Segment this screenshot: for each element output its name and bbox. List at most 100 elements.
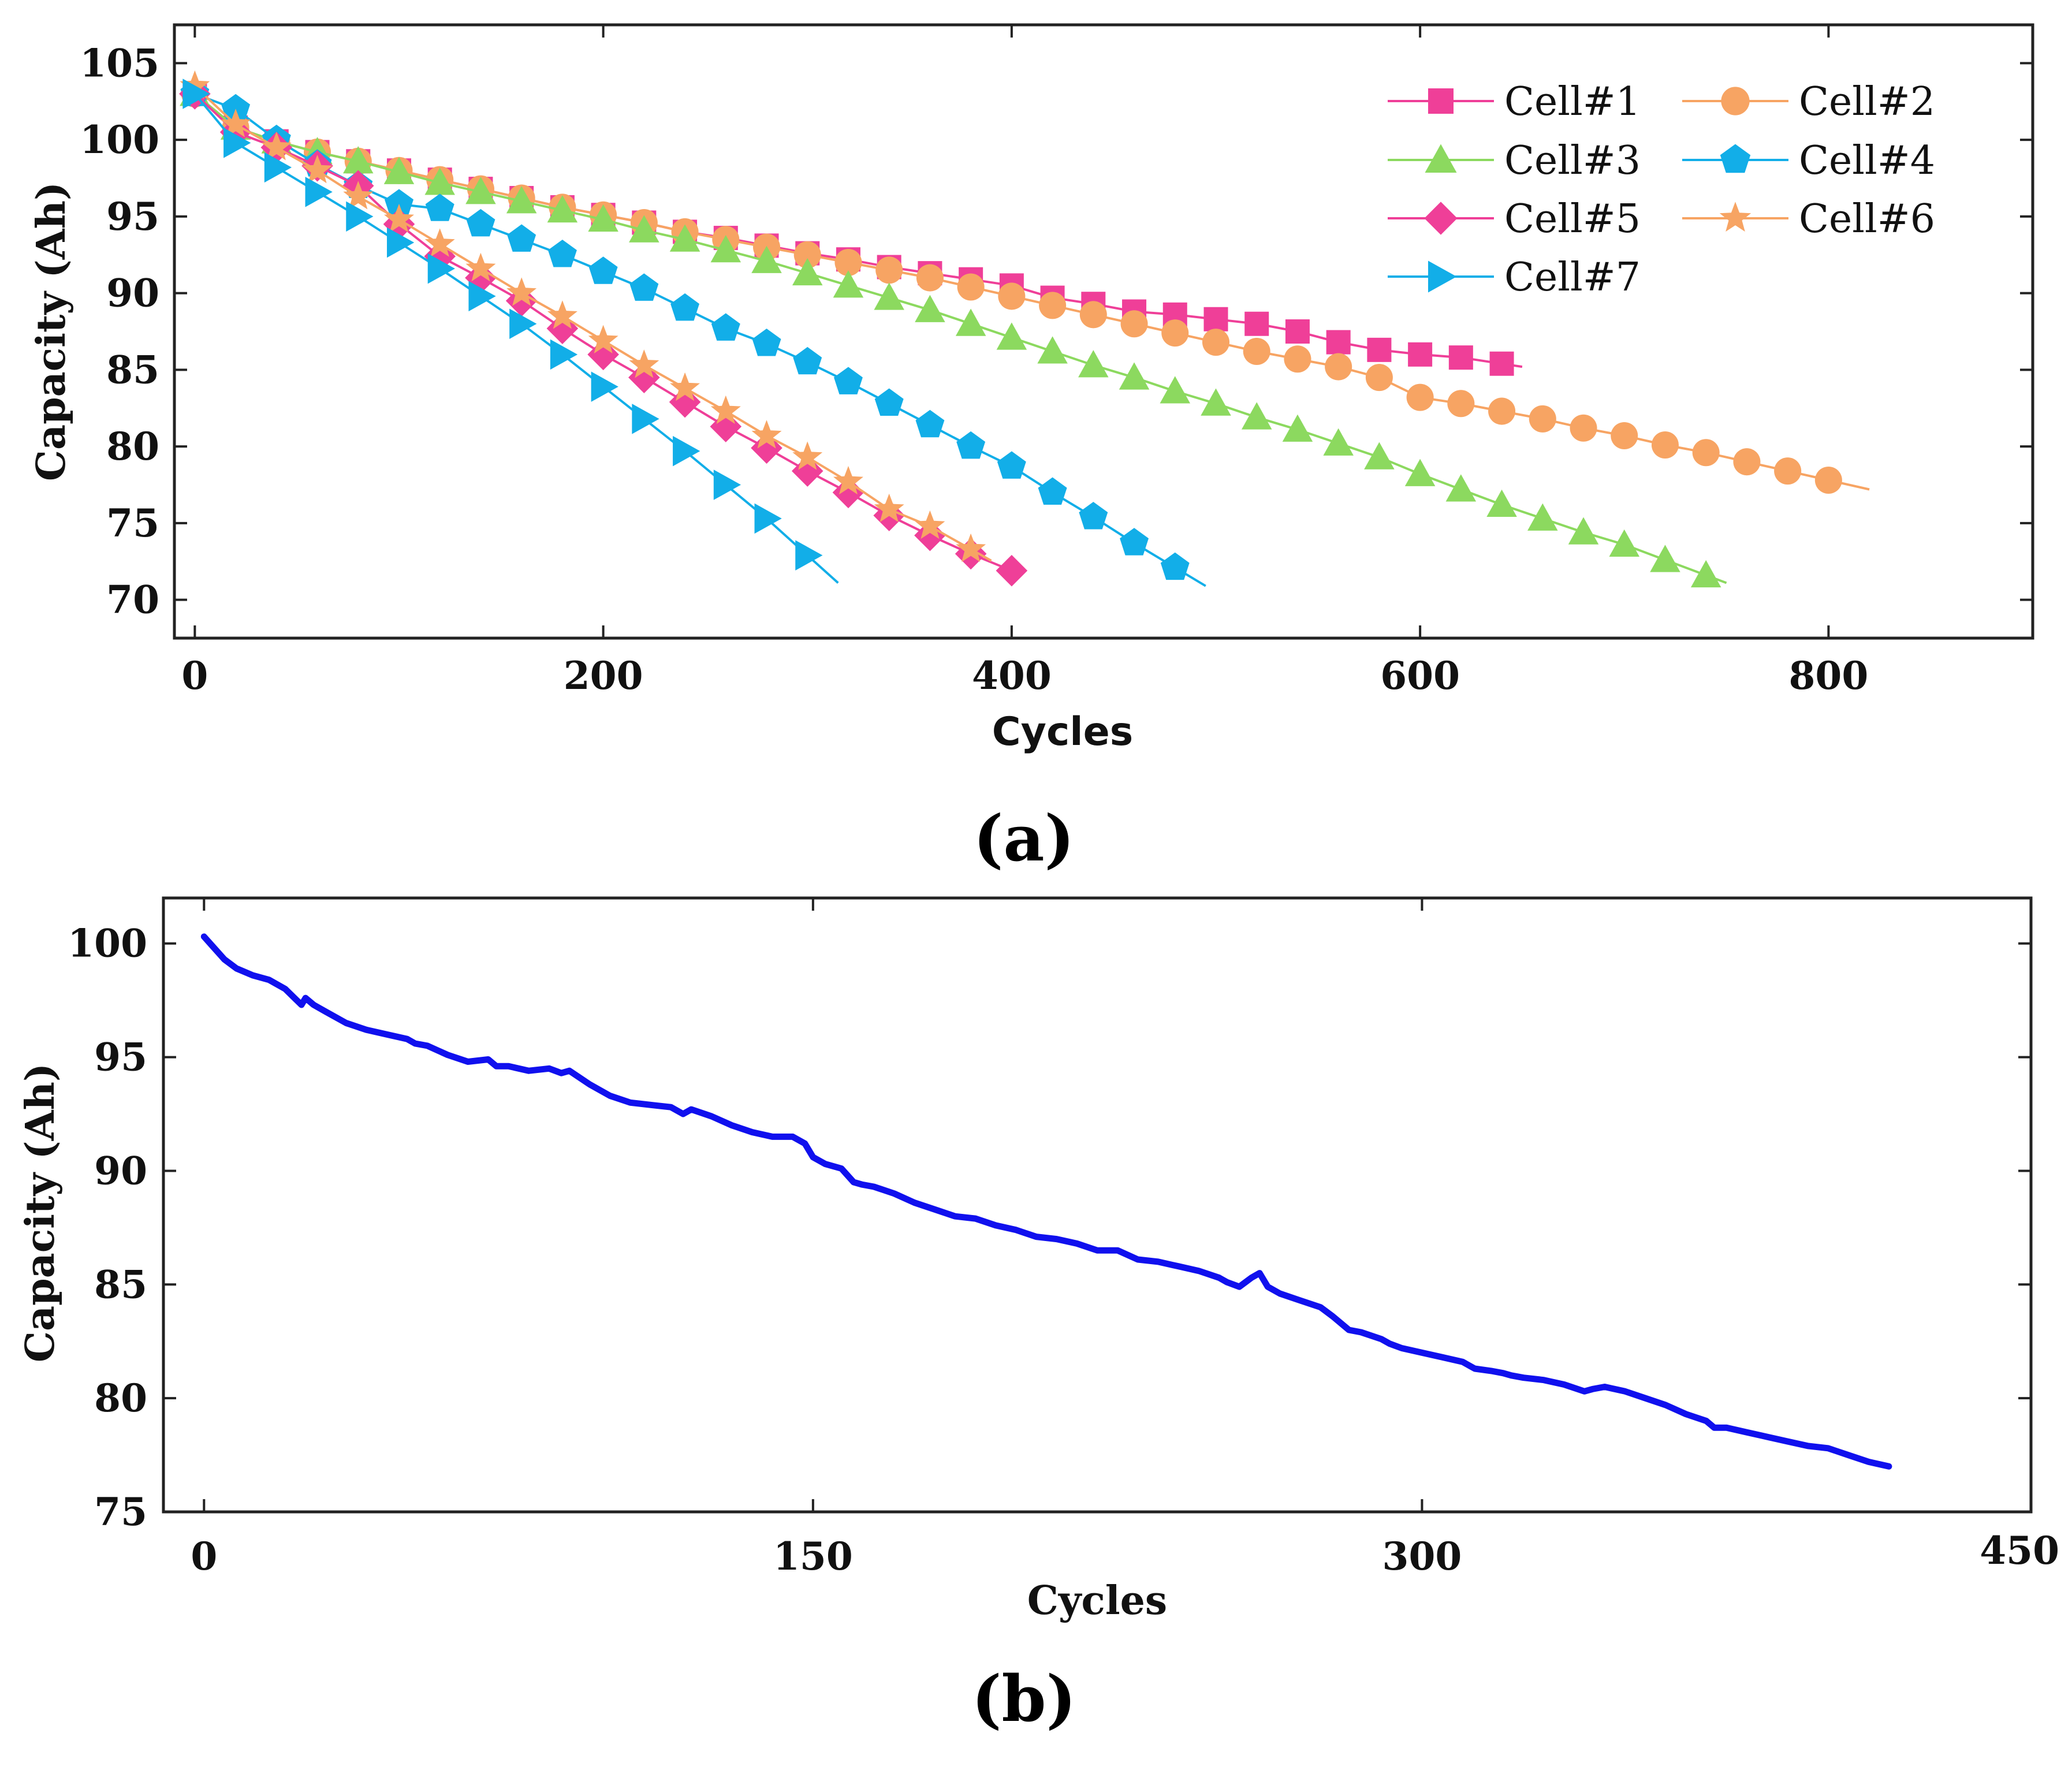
data-point — [547, 195, 578, 223]
data-point — [465, 252, 496, 282]
data-point — [914, 519, 946, 552]
data-point — [264, 152, 292, 183]
legend-marker — [1424, 202, 1458, 235]
data-point — [834, 249, 862, 277]
data-point — [1201, 388, 1231, 416]
data-point — [1447, 390, 1475, 418]
data-point — [997, 451, 1026, 479]
legend-label: Cell#5 — [1504, 196, 1641, 242]
data-point — [1650, 545, 1680, 572]
data-point — [1284, 345, 1311, 373]
data-point — [792, 258, 823, 286]
data-point — [506, 277, 537, 306]
legend-item: Cell#6 — [1682, 196, 1935, 242]
data-point — [629, 273, 659, 301]
data-point — [1611, 422, 1638, 450]
data-point — [1282, 414, 1313, 442]
data-point — [832, 476, 864, 509]
data-point — [588, 325, 618, 353]
data-point — [916, 264, 944, 292]
data-point — [1364, 442, 1395, 469]
data-point — [385, 189, 413, 217]
data-point — [1325, 353, 1352, 381]
capacity-line — [200, 933, 1892, 1470]
data-point — [1448, 345, 1473, 370]
data-point — [507, 224, 536, 252]
data-point — [710, 235, 741, 263]
y-tick-label: 90 — [94, 1148, 147, 1193]
panel-b-plot-frame — [162, 896, 2033, 1514]
data-point — [673, 435, 700, 467]
data-point — [792, 441, 823, 470]
data-point — [669, 224, 700, 252]
data-point — [509, 308, 537, 339]
panel-b-ticks: 0 150 300 450 75 80 85 90 95 100 — [68, 898, 2059, 1579]
data-point — [793, 241, 821, 269]
data-point — [1160, 552, 1190, 580]
legend-label: Cell#3 — [1504, 138, 1641, 184]
data-point — [180, 70, 210, 99]
x-tick-label: 450 — [1980, 1528, 2059, 1573]
data-point — [710, 411, 742, 442]
data-point — [424, 228, 455, 257]
data-point — [1406, 383, 1434, 411]
data-point — [1486, 489, 1517, 517]
data-point — [1529, 405, 1556, 433]
data-point — [752, 329, 781, 356]
y-tick-label: 90 — [106, 271, 159, 316]
legend-label: Cell#2 — [1799, 79, 1935, 125]
panel-a-label: (a) — [973, 801, 1074, 875]
data-point — [996, 554, 1028, 587]
y-tick-label: 100 — [80, 117, 159, 162]
data-point — [874, 493, 904, 523]
data-point — [793, 346, 822, 375]
data-point — [915, 409, 945, 438]
y-tick-label: 70 — [106, 577, 159, 623]
y-tick-label: 80 — [94, 1376, 147, 1421]
data-point — [874, 282, 904, 310]
data-point — [384, 203, 414, 233]
data-point — [915, 510, 945, 539]
data-point — [711, 313, 740, 341]
series-cell7 — [182, 79, 839, 584]
data-point — [1404, 459, 1436, 486]
legend-marker — [1425, 144, 1457, 173]
y-tick-label: 85 — [94, 1262, 147, 1307]
legend-label: Cell#7 — [1504, 255, 1641, 300]
data-point — [1488, 397, 1516, 425]
data-point — [1039, 292, 1067, 319]
y-tick-label: 95 — [94, 1035, 147, 1080]
panel-a-plot-frame — [173, 23, 2034, 640]
panel-a-series — [179, 70, 1870, 588]
data-point — [1161, 319, 1189, 347]
panel-a-ylabel: Capacity (Ah) — [28, 182, 74, 481]
data-point — [1202, 329, 1230, 356]
data-point — [670, 293, 699, 321]
x-tick-label: 150 — [773, 1534, 853, 1579]
x-tick-label: 0 — [191, 1534, 217, 1579]
data-point — [1037, 336, 1068, 364]
data-point — [955, 308, 986, 336]
y-tick-label: 80 — [106, 424, 159, 469]
data-point — [506, 186, 537, 214]
panel-b-chart: 0 150 300 450 75 80 85 90 95 100 Cycles Capacity … — [17, 896, 2059, 1736]
data-point — [425, 193, 454, 221]
data-point — [466, 208, 495, 237]
legend-label: Cell#6 — [1799, 196, 1935, 242]
data-point — [547, 300, 577, 329]
data-point — [424, 167, 455, 195]
legend-item: Cell#7 — [1388, 255, 1641, 300]
y-tick-label: 95 — [106, 194, 159, 239]
data-point — [343, 181, 374, 210]
data-point — [1690, 560, 1721, 588]
data-point — [795, 540, 823, 571]
panel-b-ylabel: Capacity (Ah) — [17, 1063, 64, 1362]
panel-b-xlabel: Cycles — [1027, 1578, 1167, 1624]
data-point — [1079, 502, 1108, 530]
data-point — [1285, 319, 1310, 344]
data-point — [1527, 503, 1558, 531]
legend-item: Cell#3 — [1388, 138, 1641, 184]
data-point — [588, 204, 618, 232]
data-point — [956, 431, 986, 459]
data-point — [221, 109, 251, 137]
